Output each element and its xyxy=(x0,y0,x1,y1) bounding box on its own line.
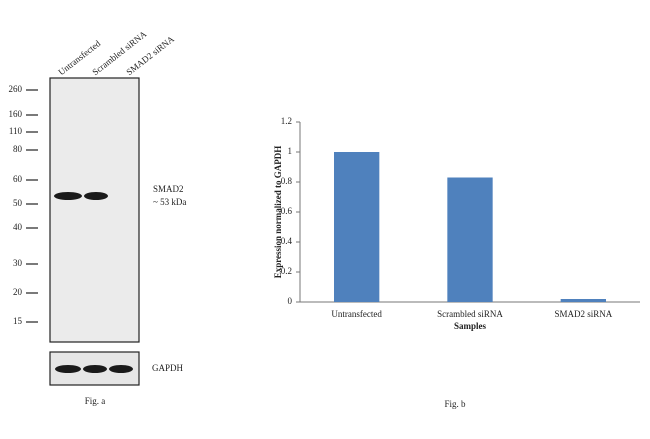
band xyxy=(83,365,107,373)
band xyxy=(55,365,81,373)
y-tick-label: 0 xyxy=(288,296,293,306)
y-tick-label: 0.8 xyxy=(281,176,293,186)
marker-label: 20 xyxy=(13,287,23,297)
loading-control: GAPDH xyxy=(152,363,184,373)
marker-label: 80 xyxy=(13,144,23,154)
band-label: SMAD2 xyxy=(153,184,184,194)
bar xyxy=(560,299,606,302)
blot-membrane xyxy=(49,77,140,343)
x-axis-label: Samples xyxy=(454,321,487,331)
y-axis-label: Expression normalized to GAPDH xyxy=(273,146,283,279)
x-tick-label: Untransfected xyxy=(331,309,382,319)
marker-label: 15 xyxy=(13,316,23,326)
band xyxy=(109,365,133,373)
y-tick-label: 0.2 xyxy=(281,266,292,276)
marker-label: 40 xyxy=(13,222,23,232)
y-tick-label: 0.6 xyxy=(281,206,293,216)
y-tick-label: 0.4 xyxy=(281,236,293,246)
bar-chart: Fig. b Samples Expression normalized to … xyxy=(273,116,640,409)
bar xyxy=(447,177,493,302)
band xyxy=(54,192,82,200)
marker-label: 260 xyxy=(9,84,23,94)
lane-label: Scrambled siRNA xyxy=(90,29,148,78)
marker-label: 30 xyxy=(13,258,23,268)
x-tick-label: SMAD2 siRNA xyxy=(554,309,612,319)
caption: Fig. a xyxy=(85,396,106,406)
x-tick-label: Scrambled siRNA xyxy=(437,309,503,319)
western-blot: Untransfected Scrambled siRNA SMAD2 siRN… xyxy=(9,29,187,407)
bar xyxy=(334,152,380,302)
chart-title: Fig. b xyxy=(444,399,466,409)
band-size: ~ 53 kDa xyxy=(153,197,186,207)
marker-label: 110 xyxy=(9,126,23,136)
y-tick-label: 1.2 xyxy=(281,116,292,126)
markers: 260 160 110 80 60 50 40 30 20 15 xyxy=(9,84,38,326)
marker-label: 50 xyxy=(13,198,23,208)
y-tick-label: 1 xyxy=(288,146,293,156)
marker-label: 60 xyxy=(13,174,23,184)
marker-label: 160 xyxy=(9,109,23,119)
band xyxy=(84,192,108,200)
